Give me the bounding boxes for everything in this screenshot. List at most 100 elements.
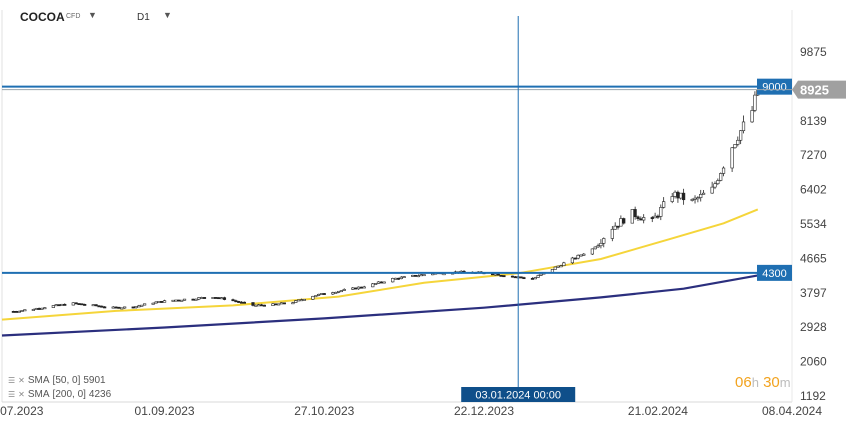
candle-body <box>553 266 557 270</box>
candle-body <box>513 276 517 279</box>
candle-body <box>31 309 35 311</box>
x-tick-label: 22.12.2023 <box>454 404 514 418</box>
candle-body <box>311 295 315 300</box>
candle-body <box>239 301 244 304</box>
candle-body <box>619 218 623 227</box>
candle-body <box>730 147 734 169</box>
candle-body <box>211 297 215 299</box>
candle-body <box>297 299 301 302</box>
candle-body <box>559 265 563 268</box>
candle-body <box>91 304 95 307</box>
candle-body <box>642 217 646 221</box>
candle-body <box>20 310 24 312</box>
candle-body <box>174 299 178 302</box>
timeframe-caret-down-icon[interactable]: ▼ <box>163 10 172 20</box>
indicator-settings-icon[interactable]: ☰ <box>8 376 16 385</box>
candle-body <box>231 299 235 302</box>
candle-body <box>134 306 138 309</box>
candle-body <box>51 305 55 308</box>
symbol-label[interactable]: COCOA <box>20 10 65 24</box>
y-tick-label: 6402 <box>800 183 827 197</box>
candle-body <box>496 273 500 276</box>
candle-body <box>83 304 87 306</box>
candle-body <box>422 274 426 277</box>
x-tick-label: 01.09.2023 <box>135 404 195 418</box>
candle-body <box>217 297 221 300</box>
candle-body <box>63 303 67 306</box>
indicator-legend-sma200[interactable]: ☰ ✕ SMA [200, 0] 4236 <box>8 389 111 400</box>
candle-body <box>502 275 506 278</box>
candle-body <box>736 139 740 145</box>
candle-body <box>411 274 415 277</box>
candle-body <box>316 293 321 296</box>
x-tick-label: 10.07.2023 <box>0 404 44 418</box>
candle-body <box>117 306 121 309</box>
sma-line-50 <box>1 208 759 321</box>
timer-hours-unit: h <box>751 375 759 390</box>
indicator-settings-icon[interactable]: ☰ <box>8 390 16 399</box>
candle-body <box>750 110 754 123</box>
candle-body <box>80 303 84 306</box>
candle-body <box>573 257 577 260</box>
candle-body <box>533 277 537 280</box>
candle-body <box>214 297 218 299</box>
candle-body <box>322 293 326 295</box>
candle-body <box>359 286 363 289</box>
candle-body <box>382 281 386 284</box>
candle-body <box>510 275 515 278</box>
crosshair-date-label: 03.01.2024 00:00 <box>475 390 561 402</box>
candle-body <box>299 299 304 302</box>
candle-body <box>402 276 406 279</box>
candle-body <box>710 186 714 194</box>
candle-body <box>630 209 634 224</box>
candle-body <box>419 274 423 277</box>
current-price-label: 8925 <box>800 83 829 98</box>
candle-body <box>416 275 420 278</box>
candle-body <box>616 225 620 228</box>
symbol-caret-down-icon[interactable]: ▼ <box>88 10 97 20</box>
candle-body <box>97 305 101 308</box>
candle-body <box>633 209 637 218</box>
candle-body <box>60 303 64 306</box>
candle-body <box>40 307 44 310</box>
y-tick-label: 7270 <box>800 148 827 162</box>
candle-body <box>114 306 118 309</box>
timeframe-label[interactable]: D1 <box>137 12 150 23</box>
candle-body <box>391 278 395 283</box>
candle-body <box>277 303 281 306</box>
candle-body <box>177 299 181 302</box>
candle-body <box>197 297 201 300</box>
y-tick-label: 9875 <box>800 45 827 59</box>
level-tag-label-upper: 9000 <box>762 82 786 94</box>
candle-body <box>522 277 526 280</box>
indicator-legend-sma50[interactable]: ☰ ✕ SMA [50, 0] 5901 <box>8 375 106 386</box>
candle-body <box>739 130 743 141</box>
candle-body <box>200 297 204 299</box>
candle-body <box>519 276 523 279</box>
candle-body <box>670 196 674 202</box>
candle-body <box>701 192 706 195</box>
candle-body <box>251 302 255 306</box>
candle-body <box>396 277 401 280</box>
candle-body <box>699 194 703 198</box>
candle-body <box>653 215 657 219</box>
candle-body <box>154 301 158 304</box>
candle-body <box>499 274 503 277</box>
candle-body <box>259 304 264 307</box>
y-tick-label: 3797 <box>800 286 827 300</box>
candle-body <box>493 273 497 276</box>
indicator-remove-icon[interactable]: ✕ <box>18 390 25 399</box>
candle-body <box>339 290 343 293</box>
candle-body <box>342 289 346 291</box>
candle-body <box>399 276 403 280</box>
candle-body <box>336 290 341 293</box>
candle-body <box>622 218 626 224</box>
candle-body <box>374 283 378 285</box>
candle-body <box>171 299 175 302</box>
indicator-remove-icon[interactable]: ✕ <box>18 376 25 385</box>
candle-body <box>379 281 383 284</box>
candle-body <box>257 304 261 307</box>
candle-body <box>590 248 594 255</box>
candle-body <box>254 304 258 307</box>
